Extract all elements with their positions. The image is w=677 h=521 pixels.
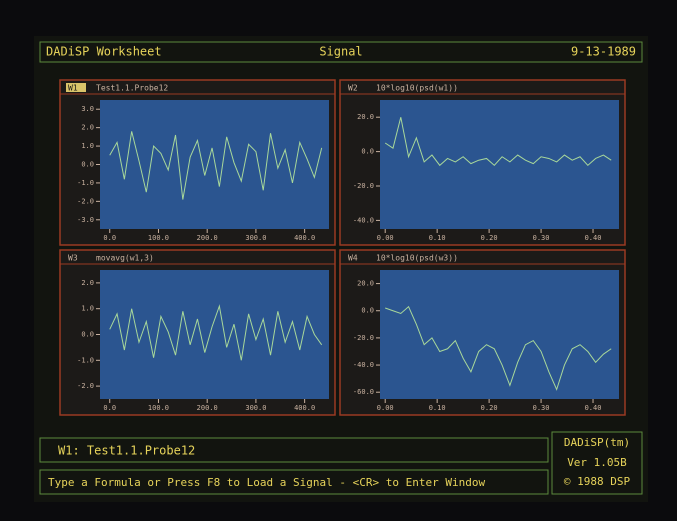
x-tick-label: 300.0 [245,404,266,412]
x-tick-label: 0.10 [429,234,446,242]
y-tick-label: -1.0 [77,179,94,187]
y-tick-label: 0.0 [81,331,94,339]
y-tick-label: -20.0 [353,334,374,342]
x-tick-label: 0.0 [103,234,116,242]
x-tick-label: 0.00 [377,234,394,242]
x-tick-label: 0.20 [481,404,498,412]
y-tick-label: -40.0 [353,361,374,369]
x-tick-label: 200.0 [197,234,218,242]
y-tick-label: 3.0 [81,105,94,113]
y-tick-label: -2.0 [77,197,94,205]
plot-area [100,100,329,229]
screen: DADiSP Worksheet Signal 9-13-1989 W1 Test… [0,0,677,521]
y-tick-label: 20.0 [357,113,374,121]
status-line: W1: Test1.1.Probe12 [58,444,195,458]
plot-area [100,270,329,399]
window-label: W1 [68,84,78,93]
y-tick-label: 2.0 [81,124,94,132]
y-tick-label: 1.0 [81,305,94,313]
window-label: W2 [348,84,358,93]
app-name: DADiSP Worksheet [46,45,162,59]
window-title: 10*log10(psd(w1)) [376,84,458,93]
y-tick-label: -3.0 [77,216,94,224]
window-label: W4 [348,254,358,263]
x-tick-label: 0.30 [533,234,550,242]
window-label: W3 [68,254,78,263]
worksheet-name: Signal [319,45,362,59]
window-title: Test1.1.Probe12 [96,84,168,93]
y-tick-label: 1.0 [81,142,94,150]
prompt-line: Type a Formula or Press F8 to Load a Sig… [48,476,485,489]
x-tick-label: 0.10 [429,404,446,412]
y-tick-label: 20.0 [357,280,374,288]
x-tick-label: 0.30 [533,404,550,412]
x-tick-label: 0.40 [585,234,602,242]
plot-area [380,270,619,399]
date: 9-13-1989 [571,45,636,59]
x-tick-label: 400.0 [294,404,315,412]
x-tick-label: 200.0 [197,404,218,412]
x-tick-label: 0.40 [585,404,602,412]
badge-line: © 1988 DSP [564,475,631,488]
x-tick-label: 0.00 [377,404,394,412]
x-tick-label: 100.0 [148,234,169,242]
y-tick-label: -60.0 [353,388,374,396]
y-tick-label: -2.0 [77,382,94,390]
plot-area [380,100,619,229]
x-tick-label: 100.0 [148,404,169,412]
y-tick-label: -40.0 [353,216,374,224]
badge-line: DADiSP(tm) [564,436,630,449]
y-tick-label: -1.0 [77,356,94,364]
y-tick-label: -20.0 [353,182,374,190]
y-tick-label: 0.0 [81,161,94,169]
y-tick-label: 0.0 [361,307,374,315]
x-tick-label: 0.0 [103,404,116,412]
y-tick-label: 0.0 [361,148,374,156]
window-title: movavg(w1,3) [96,254,154,263]
badge-line: Ver 1.05B [567,456,627,469]
y-tick-label: 2.0 [81,279,94,287]
x-tick-label: 400.0 [294,234,315,242]
x-tick-label: 0.20 [481,234,498,242]
window-title: 10*log10(psd(w3)) [376,254,458,263]
x-tick-label: 300.0 [245,234,266,242]
page: DADiSP Worksheet Signal 9-13-1989 W1 Test… [0,0,677,521]
